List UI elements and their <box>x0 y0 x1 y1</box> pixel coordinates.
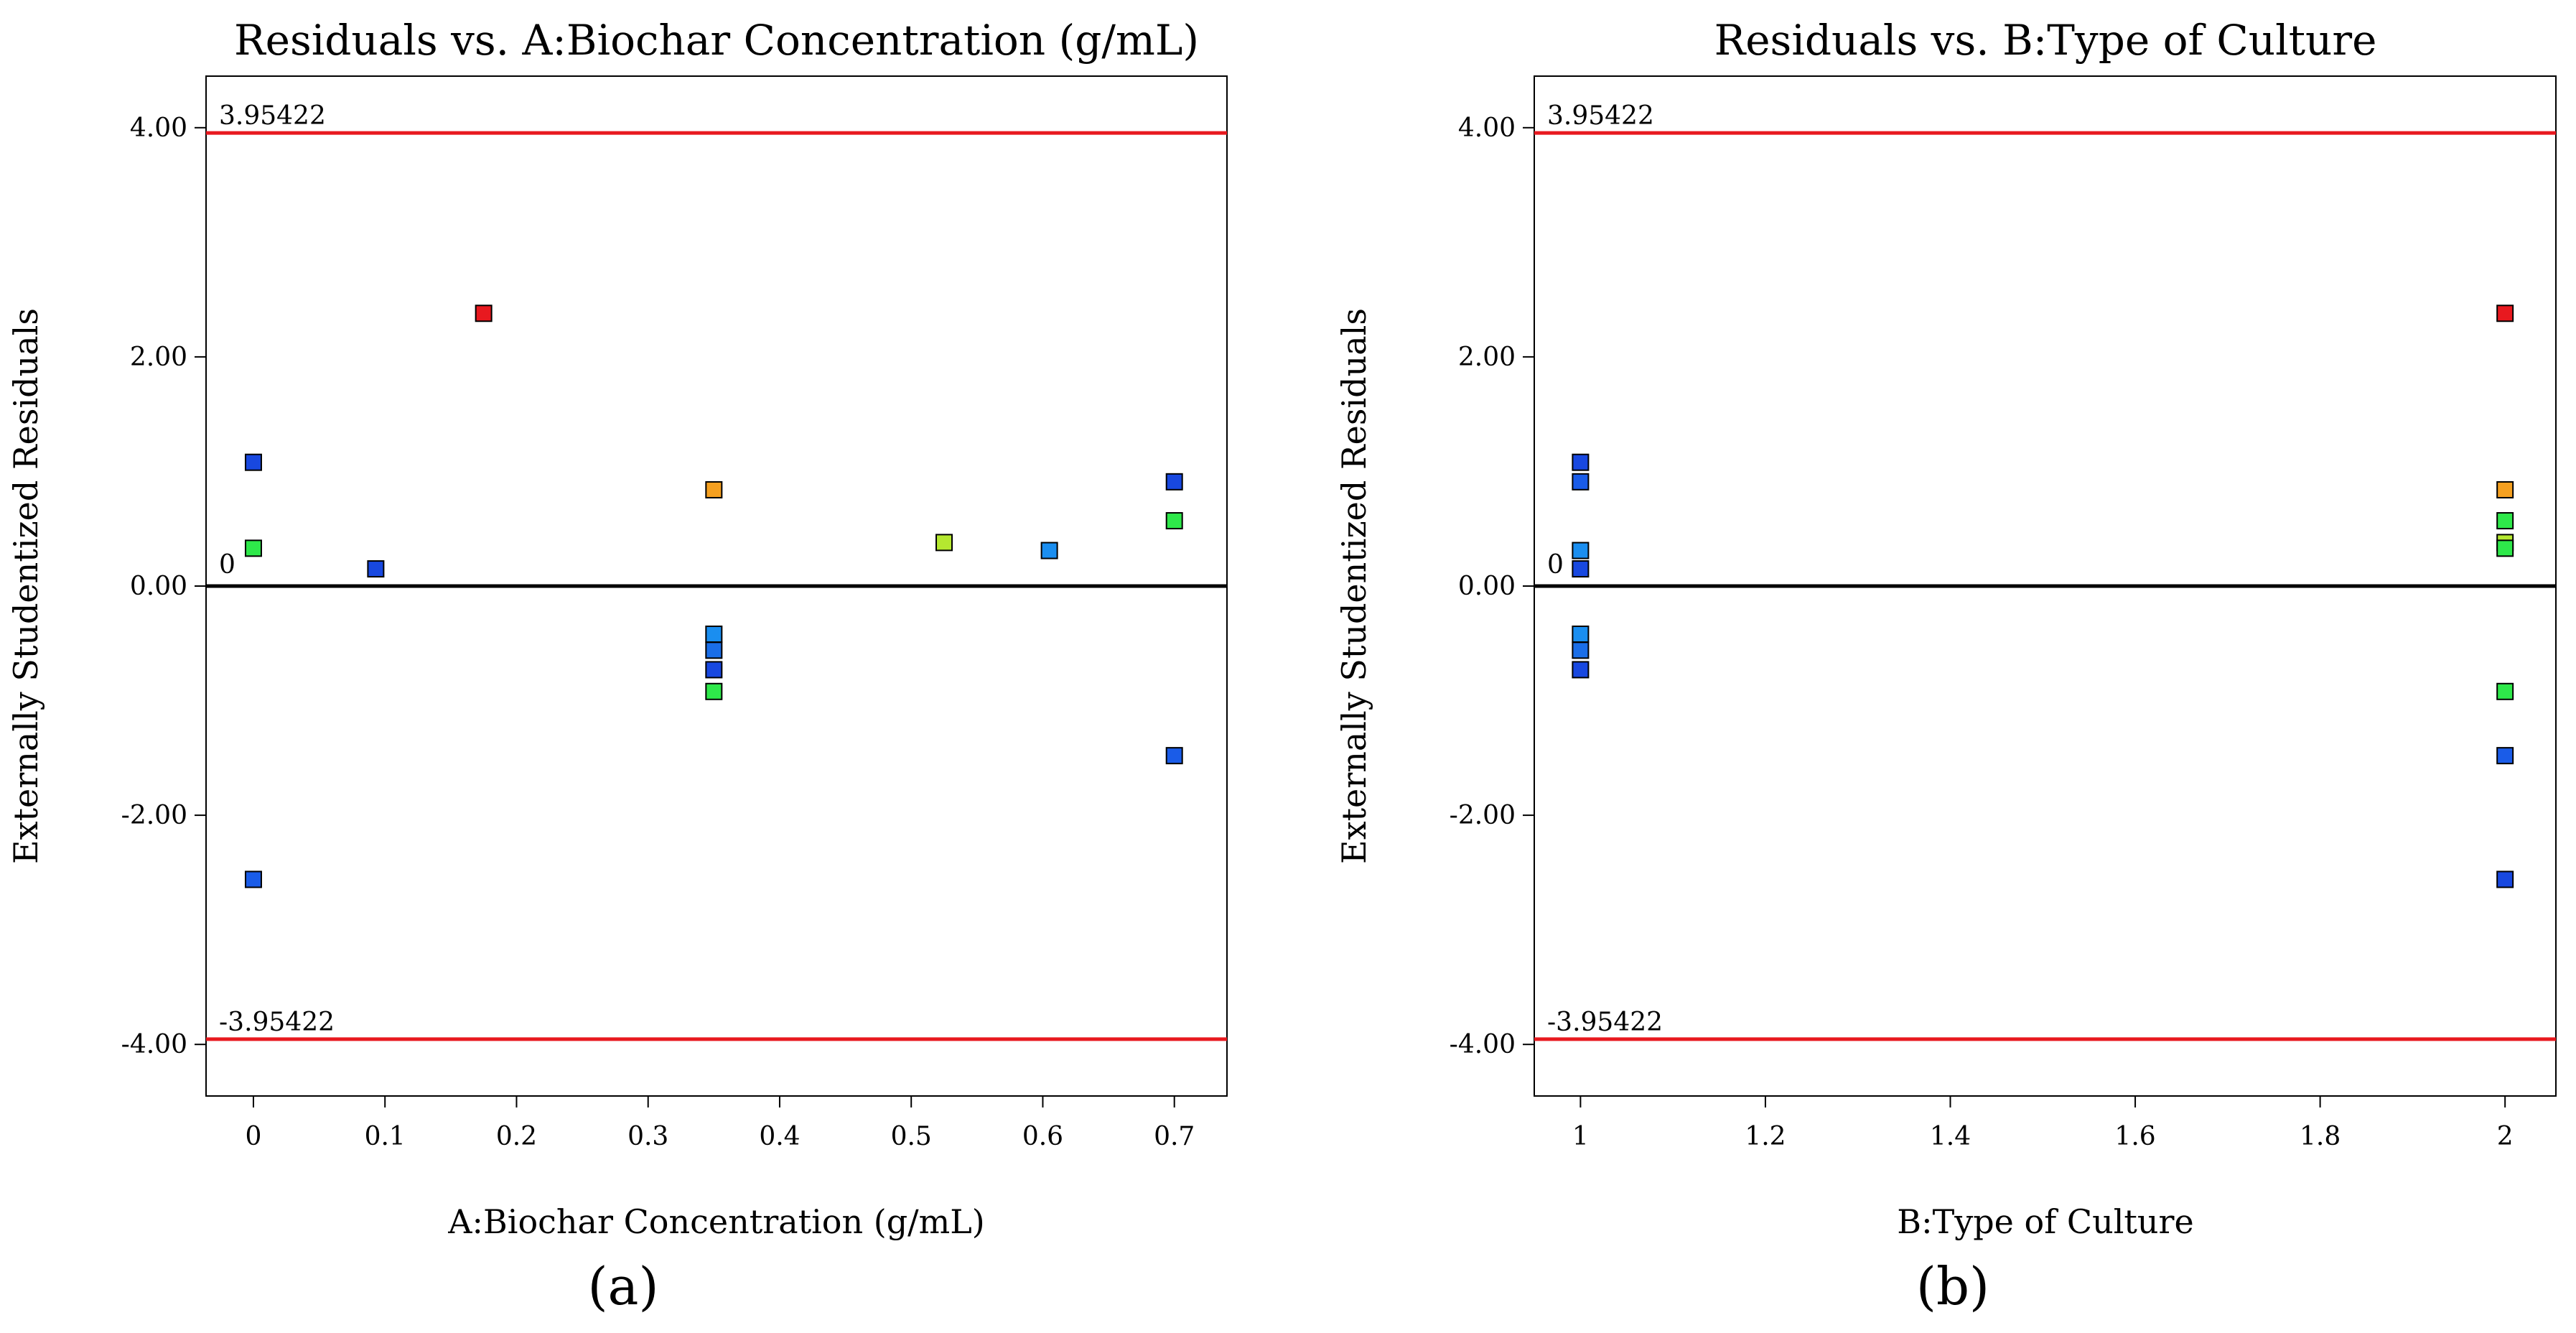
data-point <box>475 305 493 322</box>
reference-line-label: 0 <box>219 550 235 580</box>
x-tick-label: 0.3 <box>627 1122 668 1151</box>
y-tick-label: 4.00 <box>1458 113 1516 143</box>
data-point <box>1572 542 1590 559</box>
y-tick-label: -4.00 <box>121 1030 187 1059</box>
x-tick-label: 0.1 <box>365 1122 406 1151</box>
x-tick-label: 0.6 <box>1022 1122 1063 1151</box>
reference-line-label: -3.95422 <box>219 1008 335 1037</box>
data-point <box>1165 747 1183 765</box>
x-tick-label: 1.4 <box>1930 1122 1971 1151</box>
y-tick-label: 0.00 <box>130 572 187 601</box>
x-axis-label: B:Type of Culture <box>1897 1202 2193 1241</box>
data-point <box>2496 747 2514 765</box>
y-tick-label: 4.00 <box>130 113 187 143</box>
data-point <box>705 661 723 679</box>
data-point <box>244 539 262 557</box>
x-tick-label: 1.6 <box>2114 1122 2155 1151</box>
data-point <box>1040 542 1058 559</box>
data-point <box>1572 473 1590 491</box>
data-point <box>2496 682 2514 700</box>
data-point <box>1572 626 1590 644</box>
data-point <box>935 534 953 552</box>
y-tick-label: -2.00 <box>121 801 187 830</box>
data-point <box>1165 473 1183 491</box>
data-point <box>1572 560 1590 578</box>
data-point <box>244 870 262 888</box>
data-point <box>1572 641 1590 659</box>
data-point <box>1572 661 1590 679</box>
y-tick-label: -2.00 <box>1450 801 1516 830</box>
data-point <box>244 453 262 471</box>
reference-line-label: 3.95422 <box>219 101 326 131</box>
chart-panel-b: Residuals vs. B:Type of Culture 4.00 2.00 0… <box>1335 16 2557 1316</box>
x-tick-label: 0.7 <box>1154 1122 1195 1151</box>
x-tick-label: 1 <box>1572 1122 1589 1151</box>
reference-line-label: -3.95422 <box>1547 1008 1663 1037</box>
data-point <box>2496 305 2514 322</box>
panel-label: (b) <box>1916 1256 1989 1316</box>
data-point <box>2496 480 2514 498</box>
y-axis-label: Externally Studentized Residuals <box>1335 308 1373 864</box>
data-point <box>705 682 723 700</box>
x-tick-label: 1.8 <box>2300 1122 2341 1151</box>
x-tick-label: 0.2 <box>496 1122 537 1151</box>
chart-title: Residuals vs. A:Biochar Concentration (g… <box>234 16 1199 65</box>
data-point <box>367 560 385 578</box>
chart-title: Residuals vs. B:Type of Culture <box>1714 16 2377 65</box>
data-point <box>2496 512 2514 530</box>
y-tick-label: 2.00 <box>1458 343 1516 372</box>
data-point <box>2496 539 2514 557</box>
data-point <box>1165 512 1183 530</box>
chart-panel-a: Residuals vs. A:Biochar Concentration (g… <box>6 16 1228 1316</box>
data-point <box>2496 870 2514 888</box>
x-tick-label: 1.2 <box>1745 1122 1786 1151</box>
y-tick-label: 0.00 <box>1458 572 1516 601</box>
data-point <box>1572 453 1590 471</box>
y-tick-label: -4.00 <box>1450 1030 1516 1059</box>
x-axis-label: A:Biochar Concentration (g/mL) <box>447 1202 985 1241</box>
y-tick-label: 2.00 <box>130 343 187 372</box>
data-point <box>705 641 723 659</box>
data-point <box>705 626 723 644</box>
panel-label: (a) <box>587 1256 658 1316</box>
reference-line-label: 3.95422 <box>1547 101 1654 131</box>
data-point <box>705 480 723 498</box>
x-tick-label: 2 <box>2497 1122 2514 1151</box>
reference-line-label: 0 <box>1547 550 1564 580</box>
y-axis-label: Externally Studentized Residuals <box>6 308 45 864</box>
x-tick-label: 0 <box>246 1122 262 1151</box>
x-tick-label: 0.5 <box>891 1122 932 1151</box>
x-tick-label: 0.4 <box>759 1122 800 1151</box>
